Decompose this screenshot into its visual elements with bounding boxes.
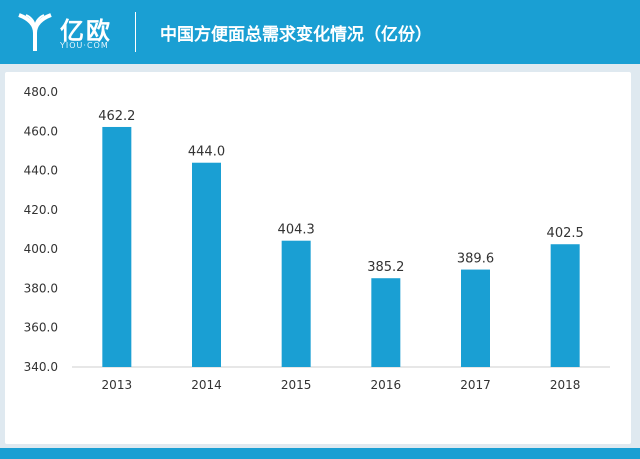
data-label: 462.2 <box>98 109 135 124</box>
logo-text: 亿欧 <box>60 17 112 45</box>
data-label: 404.3 <box>278 223 315 238</box>
yiou-logo-icon <box>18 13 52 51</box>
x-tick-label: 2017 <box>460 378 491 392</box>
bar <box>102 126 132 367</box>
page-title: 中国方便面总需求变化情况（亿份） <box>160 25 432 45</box>
bar <box>371 278 401 367</box>
bar <box>550 244 580 367</box>
data-label: 402.5 <box>547 226 584 241</box>
header-divider <box>135 12 136 52</box>
x-tick-label: 2018 <box>550 378 581 392</box>
data-label: 444.0 <box>188 145 225 160</box>
bar <box>461 269 490 367</box>
y-tick-label: 400.0 <box>24 242 58 256</box>
x-tick-label: 2016 <box>371 378 402 392</box>
header-bar: 亿欧 YIOU·COM 中国方便面总需求变化情况（亿份） <box>0 0 640 64</box>
y-tick-label: 340.0 <box>24 360 58 374</box>
y-tick-label: 420.0 <box>24 203 58 217</box>
y-tick-label: 460.0 <box>24 124 58 138</box>
data-label: 385.2 <box>367 260 404 275</box>
x-tick-label: 2013 <box>102 378 133 392</box>
x-tick-label: 2014 <box>191 378 222 392</box>
bar <box>281 240 311 367</box>
yiou-logo[interactable]: 亿欧 YIOU·COM <box>16 7 126 57</box>
bottom-strip <box>0 448 640 459</box>
bar <box>192 162 221 367</box>
data-label: 389.6 <box>457 252 494 267</box>
y-tick-label: 380.0 <box>24 281 58 295</box>
logo-subtext: YIOU·COM <box>60 41 109 50</box>
y-tick-label: 440.0 <box>24 164 58 178</box>
y-tick-label: 360.0 <box>24 321 58 335</box>
y-tick-label: 480.0 <box>24 85 58 99</box>
x-tick-label: 2015 <box>281 378 312 392</box>
